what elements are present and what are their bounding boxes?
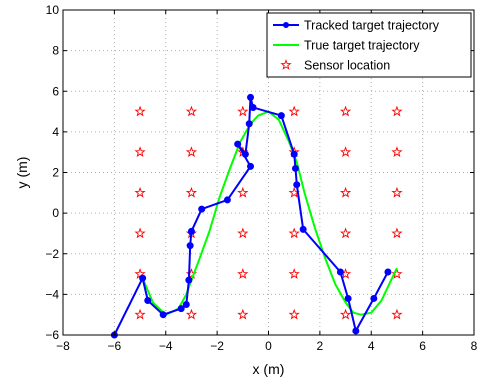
tracked-point — [249, 104, 257, 111]
sensor-point — [391, 186, 403, 198]
tracked-point — [241, 150, 249, 158]
tracked-point — [186, 242, 194, 250]
sensor-point — [339, 186, 352, 198]
sensor-point — [237, 308, 249, 320]
sensor-point — [391, 146, 403, 157]
y-tick-label: 0 — [52, 206, 59, 220]
tracked-point — [185, 276, 193, 284]
sensor-point — [237, 227, 249, 239]
x-tick-label: 8 — [471, 339, 478, 353]
y-tick-label: 4 — [52, 125, 59, 139]
sensor-point — [237, 105, 249, 117]
plot-series — [110, 93, 403, 339]
x-tick-label: 4 — [368, 339, 375, 353]
tracked-point — [144, 296, 152, 304]
legend-marker-tracked — [283, 22, 289, 28]
sensor-point — [185, 105, 198, 117]
tracked-point — [352, 327, 360, 335]
y-tick-label: 6 — [52, 84, 59, 98]
tracked-point — [187, 227, 195, 235]
x-tick-label: 2 — [317, 339, 324, 353]
sensor-point — [134, 308, 146, 320]
y-tick-label: −6 — [45, 328, 59, 342]
tracked-point — [159, 311, 167, 319]
legend-label: Tracked target trajectory — [304, 19, 440, 33]
legend-box — [266, 12, 472, 78]
x-tick-label: −4 — [159, 339, 173, 353]
tracked-point — [247, 93, 255, 101]
grid — [63, 10, 474, 335]
y-tick-label: −4 — [45, 287, 59, 301]
x-tick-label: −6 — [108, 339, 122, 353]
y-tick-label: 2 — [52, 166, 59, 180]
sensor-point — [339, 146, 352, 157]
tracked-point — [344, 294, 352, 302]
sensor-point — [237, 186, 249, 198]
legend-marker-sensor — [280, 59, 292, 70]
sensor-point — [339, 105, 352, 117]
y-axis-label: y (m) — [14, 157, 30, 189]
tracked-point — [299, 225, 307, 233]
y-tick-label: −2 — [45, 247, 59, 261]
tracked-point — [182, 301, 190, 309]
legend-label: Sensor location — [304, 59, 390, 73]
sensor-point — [134, 146, 146, 157]
sensor-point — [185, 146, 198, 157]
sensor-point — [391, 308, 403, 320]
x-tick-label: 0 — [265, 339, 272, 353]
tracked-point — [177, 305, 185, 313]
tracked-point — [234, 140, 242, 148]
tracked-point — [247, 162, 255, 170]
tracked-point — [139, 274, 147, 282]
sensor-point — [339, 227, 352, 239]
sensor-point — [288, 268, 300, 279]
tracked-point — [370, 294, 378, 302]
sensor-point — [134, 227, 146, 239]
x-tick-label: 6 — [419, 339, 426, 353]
tracked-point — [293, 181, 301, 189]
legend-label: True target trajectory — [304, 39, 420, 53]
tracked-point — [223, 196, 231, 204]
legend: Tracked target trajectory True target tra… — [266, 12, 472, 78]
tracked-point — [336, 268, 344, 276]
sensor-point — [288, 227, 300, 239]
tracked-point — [291, 164, 299, 172]
sensor-point — [185, 308, 198, 320]
sensor-point — [134, 105, 146, 117]
tracked-point — [245, 120, 253, 128]
tracked-point — [384, 268, 392, 276]
y-tick-label: 8 — [52, 44, 59, 58]
sensor-point — [391, 227, 403, 239]
sensor-point — [288, 105, 300, 117]
x-axis-label: x (m) — [253, 361, 285, 377]
sensor-point — [288, 308, 300, 320]
sensor-point — [237, 268, 249, 279]
x-tick-label: −2 — [210, 339, 224, 353]
sensor-point — [339, 308, 352, 320]
sensor-point — [185, 186, 198, 198]
y-tick-label: 10 — [46, 3, 60, 17]
tracked-point — [198, 205, 206, 213]
tracked-point — [277, 112, 285, 120]
sensor-point — [134, 186, 146, 198]
tracked-point — [290, 150, 298, 158]
x-tick-label: −8 — [56, 339, 70, 353]
sensor-point — [391, 105, 403, 117]
